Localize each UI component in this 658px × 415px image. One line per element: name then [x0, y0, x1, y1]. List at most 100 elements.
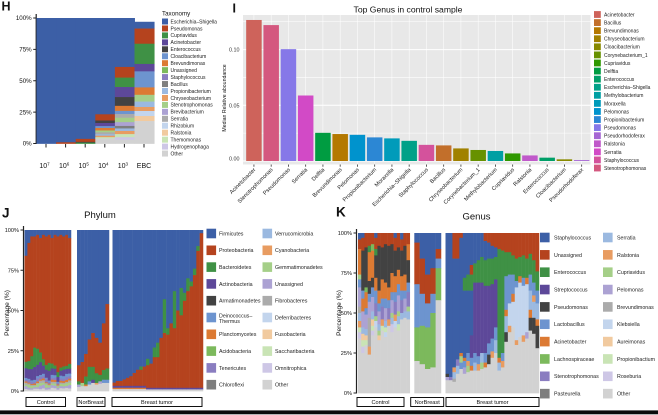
svg-text:25%: 25%: [8, 349, 19, 355]
svg-text:Unassigned: Unassigned: [275, 282, 303, 288]
svg-text:Percentage (%): Percentage (%): [4, 290, 11, 336]
svg-text:75%: 75%: [19, 47, 32, 54]
svg-text:Top Genus in control sample: Top Genus in control sample: [354, 5, 463, 15]
svg-text:Deferribacteres: Deferribacteres: [275, 315, 312, 321]
svg-text:Chryseobacterium: Chryseobacterium: [604, 37, 645, 43]
svg-text:0%: 0%: [344, 391, 352, 397]
svg-text:Bacillus: Bacillus: [171, 82, 189, 88]
svg-text:Stenotrophomonas: Stenotrophomonas: [171, 103, 214, 109]
svg-text:Staphylococcus: Staphylococcus: [554, 235, 591, 241]
svg-text:Rhizobium: Rhizobium: [171, 124, 195, 130]
svg-text:Ralstonia: Ralstonia: [604, 142, 625, 148]
svg-text:Pseudorhodoferax: Pseudorhodoferax: [604, 134, 645, 140]
svg-text:Roseburia: Roseburia: [617, 374, 641, 380]
svg-text:Serratia: Serratia: [617, 235, 636, 241]
svg-text:J: J: [2, 206, 10, 221]
svg-text:Klebsiella: Klebsiella: [617, 322, 640, 328]
svg-text:25%: 25%: [341, 351, 352, 357]
svg-text:Planctomycetes: Planctomycetes: [219, 332, 257, 338]
svg-text:Ralstonia: Ralstonia: [171, 131, 192, 137]
svg-text:Percentage (%): Percentage (%): [336, 290, 343, 336]
svg-text:Streptococcus: Streptococcus: [554, 287, 588, 293]
svg-text:106: 106: [59, 162, 70, 171]
svg-text:Staphylococcus: Staphylococcus: [171, 75, 207, 81]
svg-text:Armatimonadetes: Armatimonadetes: [219, 299, 261, 305]
svg-text:Brevibacterium: Brevibacterium: [171, 110, 204, 116]
svg-text:Acinetobacter: Acinetobacter: [171, 40, 202, 46]
svg-text:NorBreast: NorBreast: [415, 400, 441, 406]
svg-text:100%: 100%: [5, 228, 19, 234]
svg-text:0%: 0%: [11, 389, 19, 395]
svg-text:Lactobacillus: Lactobacillus: [554, 322, 585, 328]
svg-text:0.00: 0.00: [229, 157, 240, 163]
svg-text:Acidobacteria: Acidobacteria: [219, 349, 251, 355]
svg-text:Fibrobacteres: Fibrobacteres: [275, 299, 308, 305]
svg-text:Bacillus: Bacillus: [604, 20, 622, 26]
svg-text:Other: Other: [171, 151, 184, 157]
svg-text:75%: 75%: [341, 271, 352, 277]
svg-text:0.10: 0.10: [229, 48, 240, 54]
svg-text:Other: Other: [275, 383, 288, 389]
svg-text:100%: 100%: [338, 231, 352, 237]
svg-text:Pasteurella: Pasteurella: [554, 392, 581, 398]
svg-text:Unassigned: Unassigned: [171, 68, 198, 74]
svg-text:Verrucomicrobia: Verrucomicrobia: [275, 231, 313, 237]
svg-text:Acinetobacter: Acinetobacter: [604, 12, 635, 18]
svg-text:Pseudomonas: Pseudomonas: [171, 26, 203, 32]
svg-text:Serratia: Serratia: [171, 117, 189, 123]
svg-text:75%: 75%: [8, 268, 19, 274]
svg-text:Enterococcus: Enterococcus: [171, 47, 202, 53]
svg-text:50%: 50%: [19, 78, 32, 85]
svg-text:EBC: EBC: [137, 163, 151, 170]
svg-text:105: 105: [79, 162, 90, 171]
svg-text:Bacteroidetes: Bacteroidetes: [219, 265, 252, 271]
svg-text:Phylum: Phylum: [84, 210, 116, 221]
svg-text:Control: Control: [371, 400, 389, 406]
svg-text:100%: 100%: [16, 15, 32, 22]
svg-text:Brevundimonas: Brevundimonas: [604, 29, 639, 35]
svg-text:50%: 50%: [8, 309, 19, 315]
svg-text:Brevundimonas: Brevundimonas: [171, 61, 206, 67]
svg-text:Cyanobacteria: Cyanobacteria: [275, 248, 309, 254]
svg-text:Proteobacteria: Proteobacteria: [219, 248, 254, 254]
svg-text:107: 107: [39, 162, 50, 171]
svg-text:Breast tumor: Breast tumor: [141, 400, 173, 406]
svg-text:Stenotrophomonas: Stenotrophomonas: [554, 374, 599, 380]
svg-text:Stenotrophomonas: Stenotrophomonas: [604, 166, 647, 172]
svg-text:Genus: Genus: [463, 212, 491, 223]
svg-text:Cloacibacterium: Cloacibacterium: [604, 45, 640, 51]
svg-text:Hydrogenophaga: Hydrogenophaga: [171, 144, 210, 150]
svg-text:Fusobacteria: Fusobacteria: [275, 332, 306, 338]
svg-text:Firmicutes: Firmicutes: [219, 231, 244, 237]
svg-text:104: 104: [98, 162, 109, 171]
svg-text:Ralstonia: Ralstonia: [617, 253, 639, 259]
svg-text:Enterococcus: Enterococcus: [604, 77, 635, 83]
svg-text:Escherichia–Shigella: Escherichia–Shigella: [604, 85, 651, 91]
svg-text:Cupriavidus: Cupriavidus: [617, 270, 645, 276]
svg-text:Brevundimonas: Brevundimonas: [617, 305, 654, 311]
svg-text:50%: 50%: [341, 311, 352, 317]
svg-text:Moraxella: Moraxella: [604, 101, 626, 107]
svg-text:Taxonomy: Taxonomy: [162, 11, 191, 18]
svg-text:Escherichia–Shigella: Escherichia–Shigella: [171, 19, 218, 25]
svg-text:Corynebacterium_1: Corynebacterium_1: [604, 53, 648, 59]
svg-text:Pseudomonas: Pseudomonas: [604, 126, 636, 132]
svg-text:Propionibactium: Propionibactium: [617, 357, 656, 363]
svg-text:25%: 25%: [19, 109, 32, 116]
svg-text:K: K: [336, 205, 346, 220]
svg-text:Deinococcus–: Deinococcus–: [219, 314, 252, 320]
svg-text:Tenericutes: Tenericutes: [219, 366, 246, 372]
svg-text:NorBreast: NorBreast: [78, 400, 104, 406]
svg-text:Serratia: Serratia: [604, 150, 622, 156]
svg-text:Staphylococcus: Staphylococcus: [604, 158, 640, 164]
svg-text:Cupriavidus: Cupriavidus: [171, 33, 198, 39]
svg-text:Pelomonas: Pelomonas: [617, 287, 644, 293]
svg-text:Methylobacterium: Methylobacterium: [604, 93, 643, 99]
svg-text:Other: Other: [617, 392, 630, 398]
svg-text:Gemmatimonadetes: Gemmatimonadetes: [275, 265, 323, 271]
svg-text:Delftia: Delftia: [604, 69, 618, 75]
svg-text:Breast tumor: Breast tumor: [476, 400, 508, 406]
svg-text:Control: Control: [37, 400, 55, 406]
svg-text:Pseudomonas: Pseudomonas: [554, 305, 588, 311]
svg-text:Cupriavidus: Cupriavidus: [604, 61, 631, 67]
